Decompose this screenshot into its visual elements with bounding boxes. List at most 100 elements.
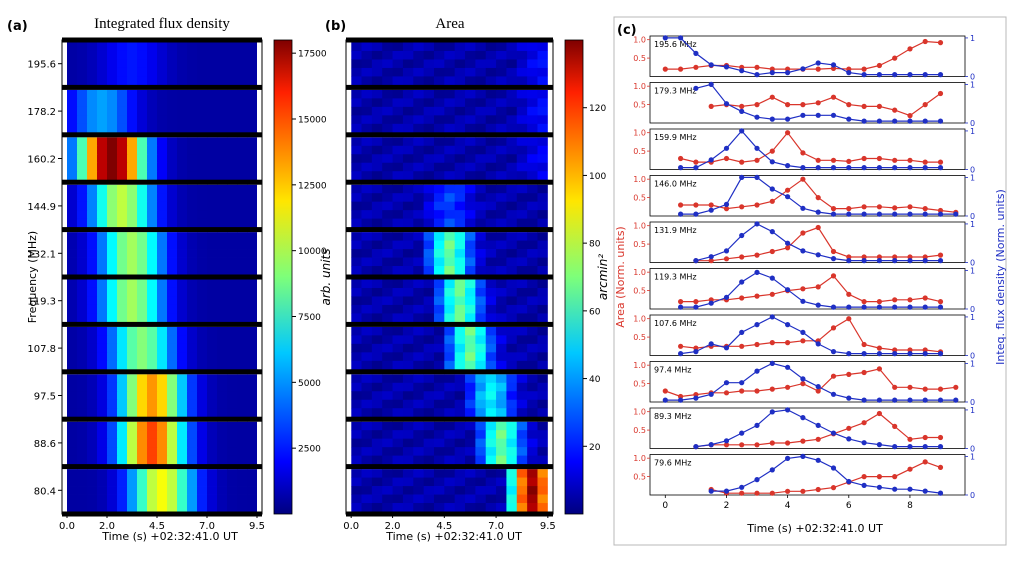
heatmap-cell [127,257,138,267]
heatmap-cell [137,343,148,353]
area-line [711,93,941,117]
heatmap-cell [77,266,88,275]
heatmap-cell [413,137,425,147]
y-tick-label: 107.8 [27,344,56,355]
flux-point [815,209,821,215]
heatmap-cell [247,382,258,392]
heatmap-cell [485,137,497,147]
heatmap-cell [351,123,362,133]
heatmap-cell [527,106,538,116]
heatmap-gap [346,184,352,228]
heatmap-cell [516,399,528,409]
flux-point [861,397,867,403]
heatmap-cell [237,296,248,306]
heatmap-cell [444,326,456,336]
heatmap-cell [187,184,198,194]
heatmap-cell [527,503,538,512]
heatmap-cell [177,421,188,431]
heatmap-cell [87,374,98,384]
heatmap-cell [237,89,248,99]
area-point [907,204,913,210]
heatmap-cell [67,257,78,267]
heatmap-cell [157,184,168,194]
heatmap-cell [444,98,456,108]
heatmap-cell [67,455,78,465]
flux-point [723,201,730,207]
heatmap-cell [227,145,238,155]
heatmap-cell [351,494,362,504]
heatmap-cell [77,162,88,172]
x-tick-label: 4 [785,501,791,511]
flux-point [662,397,668,403]
heatmap-cell [187,287,198,297]
heatmap-cell [485,421,497,431]
heatmap-cell [506,123,518,133]
heatmap-gap [547,374,553,417]
colorbar-tick-label: 17500 [298,50,327,60]
heatmap-cell [77,210,88,220]
heatmap-cell [107,201,118,211]
flux-point [800,453,806,459]
heatmap-cell [423,399,435,409]
flux-point [937,165,944,171]
heatmap-cell [475,408,487,418]
heatmap-cell [454,257,466,267]
flux-point [739,174,745,180]
area-point [892,423,898,429]
heatmap-cell [433,430,445,440]
heatmap-cell [537,201,549,211]
heatmap-cell [444,257,456,267]
heatmap-cell [516,59,528,69]
heatmap-cell [137,89,148,99]
heatmap-cell [506,296,518,306]
heatmap-cell [187,296,198,306]
heatmap-cell [147,477,158,487]
x-tick-label: 8 [907,501,913,511]
heatmap-cell [97,266,108,275]
heatmap-cell [147,201,158,211]
heatmap-cell [537,249,549,258]
heatmap-cell [433,115,445,125]
heatmap-cell [87,438,98,448]
heatmap-cell [167,421,178,431]
heatmap-cell [351,240,362,250]
heatmap-cell [237,218,248,228]
heatmap-cell [137,399,148,409]
heatmap-cell [454,335,466,345]
heatmap-cell [127,469,138,478]
heatmap-cell [516,494,528,504]
heatmap-cell [496,469,507,478]
heatmap-gap [257,232,262,275]
heatmap-cell [247,137,258,147]
heatmap-cell [433,89,445,99]
heatmap-cell [454,343,466,353]
flux-point [876,118,883,124]
heatmap-cell [227,477,238,487]
heatmap-cell [217,447,228,457]
heatmap-cell [197,447,208,457]
heatmap-cell [496,455,507,465]
heatmap-cell [361,352,373,362]
heatmap-cell [361,421,373,431]
heatmap-cell [475,218,487,228]
area-point [830,248,837,255]
area-point [723,442,730,448]
heatmap-cell [177,447,188,457]
right-tick-label: 0 [970,119,975,128]
heatmap-cell [444,123,456,133]
heatmap-cell [444,503,456,512]
heatmap-cell [187,494,198,504]
subplot-label: 131.9 MHz [654,226,697,235]
heatmap-cell [527,313,538,323]
heatmap-cell [147,360,158,370]
heatmap-cell [217,494,228,504]
heatmap-cell [351,210,362,220]
flux-point [830,430,837,436]
heatmap-cell [237,335,248,345]
heatmap-cell [351,137,362,147]
heatmap-cell [465,408,476,418]
heatmap-cell [207,123,218,133]
heatmap-cell [217,257,228,267]
heatmap-cell [454,421,466,431]
heatmap-cell [506,218,518,228]
